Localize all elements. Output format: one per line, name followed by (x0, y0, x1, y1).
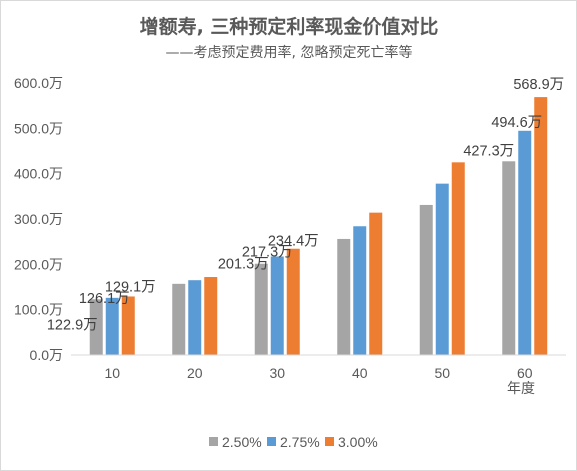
bar-2.75%-10 (105, 297, 119, 355)
bar-2.75%-50 (435, 183, 449, 355)
y-tick-label: 100.0万 (14, 302, 63, 318)
x-tick-label: 40 (352, 365, 368, 381)
y-tick-label: 400.0万 (14, 166, 63, 182)
y-tick-label: 0.0万 (30, 347, 63, 363)
bar-2.50%-50 (419, 204, 433, 355)
bar-2.50%-30 (254, 263, 268, 355)
legend-label: 3.00% (338, 434, 378, 450)
data-label: 122.9万 (47, 317, 98, 333)
bar-3.00%-60 (534, 97, 548, 355)
bar-3.00%-10 (121, 296, 135, 355)
bar-2.75%-20 (188, 280, 202, 355)
bar-2.50%-20 (172, 283, 186, 355)
data-label: 217.3万 (242, 244, 293, 260)
bar-2.75%-40 (353, 226, 367, 355)
y-tick-label: 300.0万 (14, 211, 63, 227)
chart-title: 增额寿, 三种预定利率现金价值对比 (140, 15, 439, 38)
bar-2.50%-40 (337, 238, 351, 355)
legend-label: 2.75% (280, 434, 320, 450)
data-label: 568.9万 (513, 77, 564, 93)
bar-2.50%-60 (502, 161, 516, 355)
y-tick-label: 600.0万 (14, 75, 63, 91)
data-label: 201.3万 (218, 257, 269, 273)
x-tick-label: 20 (187, 365, 203, 381)
y-axis: 0.0万 100.0万 200.0万 300.0万 400.0万 500.0万 600.0万 (14, 75, 63, 363)
data-label: 427.3万 (463, 143, 514, 159)
bars (89, 97, 548, 355)
x-tick-label: 30 (269, 365, 285, 381)
bar-3.00%-30 (286, 248, 300, 355)
legend-swatch (209, 437, 218, 446)
bar-2.50%-10 (89, 299, 103, 355)
x-tick-label: 60 (517, 365, 533, 381)
y-tick-label: 200.0万 (14, 256, 63, 272)
y-tick-label: 500.0万 (14, 120, 63, 136)
bar-3.00%-50 (451, 162, 465, 355)
data-label: 494.6万 (491, 115, 542, 131)
legend-label: 2.50% (222, 434, 262, 450)
x-tick-label: 50 (434, 365, 450, 381)
legend: 2.50% 2.75% 3.00% (209, 434, 378, 450)
legend-swatch (325, 437, 334, 446)
data-label: 126.1万 (79, 291, 130, 307)
legend-swatch (267, 437, 276, 446)
bar-3.00%-40 (369, 212, 383, 355)
x-axis: 10 20 30 40 50 60 (104, 365, 532, 381)
x-tick-label: 10 (104, 365, 120, 381)
bar-2.75%-60 (518, 130, 532, 355)
data-label: 129.1万 (105, 279, 156, 295)
bar-3.00%-20 (204, 277, 218, 355)
bar-2.75%-30 (270, 256, 284, 355)
chart-subtitle: ——考虑预定费用率, 忽略预定死亡率等 (166, 44, 413, 61)
x-axis-label: 年度 (507, 381, 535, 397)
data-label: 234.4万 (268, 234, 319, 250)
